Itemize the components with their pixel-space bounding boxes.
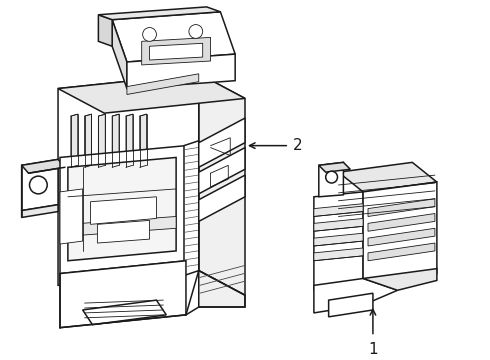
Polygon shape [83, 300, 166, 325]
Polygon shape [368, 243, 435, 261]
Polygon shape [68, 216, 176, 236]
Polygon shape [199, 271, 245, 307]
Polygon shape [314, 219, 363, 231]
Polygon shape [149, 43, 203, 60]
Polygon shape [363, 182, 437, 285]
Polygon shape [98, 220, 149, 243]
Polygon shape [60, 146, 186, 274]
Polygon shape [98, 114, 105, 167]
Polygon shape [314, 204, 363, 216]
Polygon shape [363, 269, 437, 290]
Polygon shape [22, 159, 65, 173]
Polygon shape [199, 74, 245, 295]
Polygon shape [199, 175, 245, 221]
Polygon shape [22, 205, 58, 217]
Polygon shape [58, 74, 199, 285]
Polygon shape [112, 20, 127, 89]
Polygon shape [368, 213, 435, 231]
Polygon shape [60, 261, 186, 328]
Polygon shape [339, 162, 437, 192]
Text: 1: 1 [368, 342, 378, 357]
Polygon shape [58, 74, 245, 113]
Polygon shape [127, 54, 235, 89]
Polygon shape [199, 118, 245, 167]
Circle shape [189, 24, 203, 39]
Polygon shape [319, 162, 350, 172]
Polygon shape [22, 159, 58, 211]
Circle shape [143, 28, 156, 41]
Polygon shape [368, 228, 435, 246]
Polygon shape [91, 197, 156, 224]
Polygon shape [127, 74, 199, 94]
Polygon shape [98, 15, 112, 46]
Polygon shape [314, 233, 363, 246]
Polygon shape [199, 148, 245, 194]
Text: 2: 2 [293, 138, 303, 153]
Polygon shape [126, 114, 133, 167]
Polygon shape [368, 199, 435, 216]
Polygon shape [314, 248, 363, 261]
Circle shape [326, 171, 338, 183]
Polygon shape [85, 114, 92, 167]
Polygon shape [314, 192, 363, 290]
Polygon shape [142, 37, 211, 65]
Polygon shape [314, 279, 397, 313]
Polygon shape [112, 114, 119, 167]
Polygon shape [319, 162, 343, 197]
Polygon shape [184, 141, 199, 275]
Polygon shape [112, 12, 235, 62]
Polygon shape [68, 157, 176, 261]
Polygon shape [60, 189, 83, 244]
Polygon shape [329, 293, 373, 317]
Polygon shape [98, 7, 220, 20]
Circle shape [29, 176, 47, 194]
Polygon shape [140, 114, 147, 167]
Polygon shape [71, 114, 78, 167]
